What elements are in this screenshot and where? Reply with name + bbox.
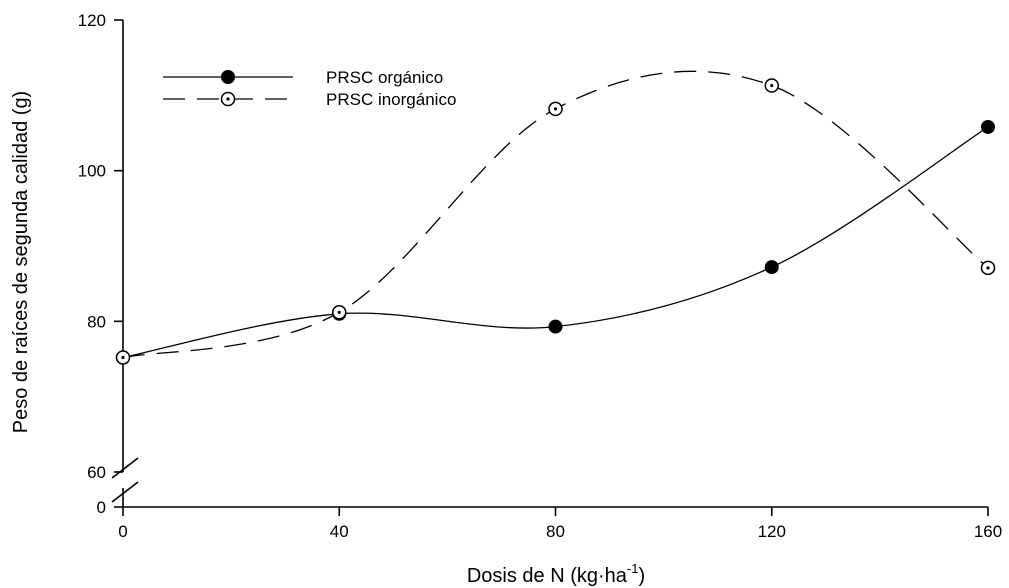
x-tick-label-160: 160 xyxy=(974,522,1002,541)
y-tick-label-120: 120 xyxy=(78,11,106,30)
legend-label-inorganico: PRSC inorgánico xyxy=(326,90,456,109)
x-axis-title-text: Dosis de N (kg·ha xyxy=(467,565,628,587)
y-tick-label-100: 100 xyxy=(78,162,106,181)
y-tick-label-0: 0 xyxy=(97,498,106,517)
x-axis-title-end: ) xyxy=(638,565,645,587)
point-dot-series1-3 xyxy=(770,83,774,88)
legend-item-inorganico: PRSC inorgánico xyxy=(163,90,456,109)
point-dot-series1-2 xyxy=(553,107,558,111)
y-axis-title: Peso de raíces de segunda calidad (g) xyxy=(10,91,32,433)
x-axis-title: Dosis de N (kg·ha-1) xyxy=(467,561,645,587)
axis-break-mark-lower xyxy=(111,481,139,503)
legend-item-organico: PRSC orgánico xyxy=(163,68,443,87)
y-tick-label-80: 80 xyxy=(87,312,106,331)
y-tick-label-60: 60 xyxy=(87,463,106,482)
axis-break-mark-upper xyxy=(111,457,139,479)
legend-marker-organico xyxy=(221,70,235,84)
legend-label-organico: PRSC orgánico xyxy=(326,68,443,87)
legend-marker-inorganico-dot xyxy=(226,97,230,101)
x-tick-label-40: 40 xyxy=(330,522,349,541)
point-dot-series1-0 xyxy=(121,355,125,360)
point-series0-2 xyxy=(548,319,563,334)
point-dot-series1-1 xyxy=(337,310,341,314)
series-layer xyxy=(115,70,996,365)
point-dot-series1-4 xyxy=(986,266,990,270)
x-tick-label-0: 0 xyxy=(118,522,127,541)
point-series0-3 xyxy=(764,260,779,275)
y-ticks: 60 80 100 120 xyxy=(78,11,123,482)
point-series0-4 xyxy=(981,119,995,134)
legend: PRSC orgánico PRSC inorgánico xyxy=(163,68,456,109)
x-ticks: 0 40 80 120 160 xyxy=(118,507,1002,541)
x-axis-title-sup: -1 xyxy=(627,561,639,576)
x-tick-label-80: 80 xyxy=(546,522,565,541)
x-tick-label-120: 120 xyxy=(758,522,786,541)
